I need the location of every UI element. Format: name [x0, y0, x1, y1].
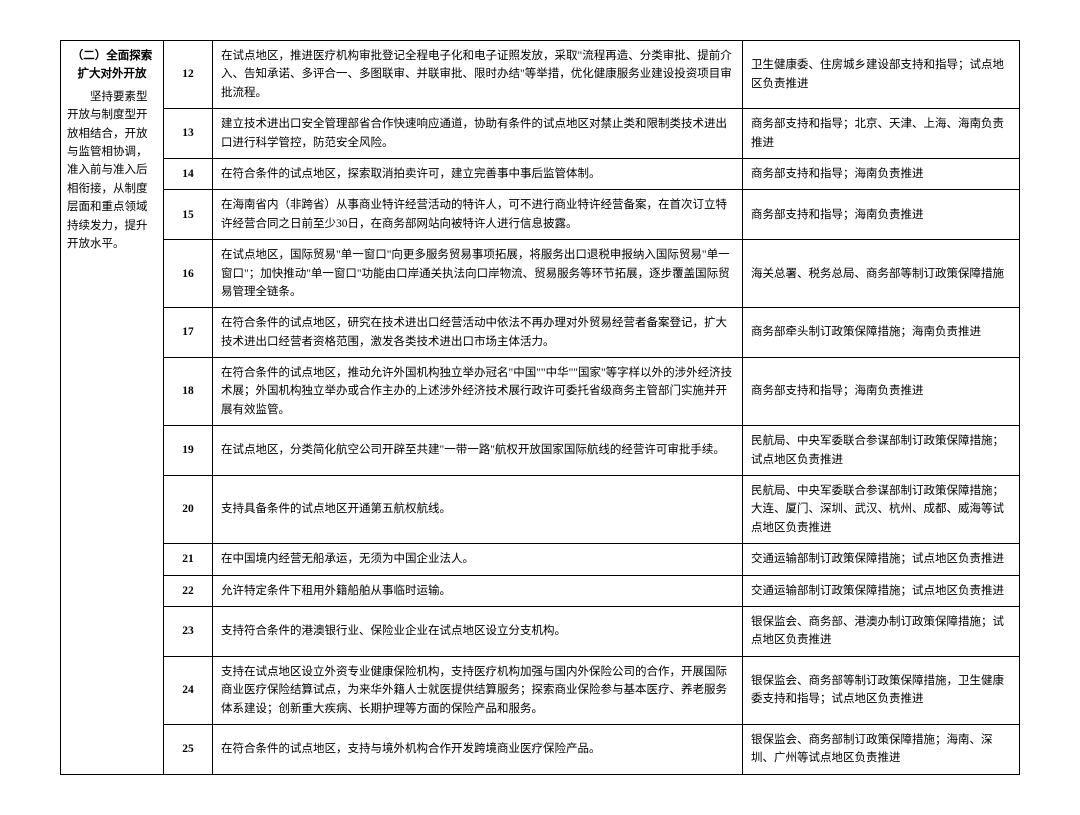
- row-content: 建立技术进出口安全管理部省合作快速响应通道，协助有条件的试点地区对禁止类和限制类…: [213, 109, 743, 159]
- row-content: 在试点地区，国际贸易"单一窗口"向更多服务贸易事项拓展，将服务出口退税申报纳入国…: [213, 240, 743, 308]
- section-title: （二）全面探索扩大对外开放: [67, 47, 157, 84]
- row-department: 银保监会、商务部制订政策保障措施；海南、深圳、广州等试点地区负责推进: [743, 724, 1020, 774]
- row-department: 民航局、中央军委联合参谋部制订政策保障措施；大连、厦门、深圳、武汉、杭州、成都、…: [743, 476, 1020, 544]
- row-content: 在海南省内（非跨省）从事商业特许经营活动的特许人，可不进行商业特许经营备案，在首…: [213, 190, 743, 240]
- row-number: 21: [164, 544, 213, 575]
- row-number: 20: [164, 476, 213, 544]
- row-department: 银保监会、商务部、港澳办制订政策保障措施；试点地区负责推进: [743, 606, 1020, 656]
- row-content: 在试点地区，分类简化航空公司开辟至共建"一带一路"航权开放国家国际航线的经营许可…: [213, 426, 743, 476]
- row-number: 17: [164, 308, 213, 358]
- row-number: 13: [164, 109, 213, 159]
- row-number: 16: [164, 240, 213, 308]
- row-content: 在符合条件的试点地区，支持与境外机构合作开发跨境商业医疗保险产品。: [213, 724, 743, 774]
- row-content: 在试点地区，推进医疗机构审批登记全程电子化和电子证照发放，采取"流程再造、分类审…: [213, 41, 743, 109]
- row-number: 15: [164, 190, 213, 240]
- row-department: 商务部支持和指导；海南负责推进: [743, 190, 1020, 240]
- row-content: 在符合条件的试点地区，探索取消拍卖许可，建立完善事中事后监管体制。: [213, 158, 743, 189]
- row-department: 商务部支持和指导；北京、天津、上海、海南负责推进: [743, 109, 1020, 159]
- row-number: 18: [164, 358, 213, 426]
- row-department: 银保监会、商务部等制订政策保障措施，卫生健康委支持和指导；试点地区负责推进: [743, 656, 1020, 724]
- row-number: 12: [164, 41, 213, 109]
- row-department: 商务部支持和指导；海南负责推进: [743, 358, 1020, 426]
- policy-table: （二）全面探索扩大对外开放坚持要素型开放与制度型开放相结合，开放与监管相协调，准…: [60, 40, 1020, 775]
- row-content: 在符合条件的试点地区，推动允许外国机构独立举办冠名"中国""中华""国家"等字样…: [213, 358, 743, 426]
- row-number: 19: [164, 426, 213, 476]
- row-number: 14: [164, 158, 213, 189]
- row-department: 交通运输部制订政策保障措施；试点地区负责推进: [743, 575, 1020, 606]
- row-department: 海关总署、税务总局、商务部等制订政策保障措施: [743, 240, 1020, 308]
- row-department: 商务部牵头制订政策保障措施；海南负责推进: [743, 308, 1020, 358]
- section-body: 坚持要素型开放与制度型开放相结合，开放与监管相协调，准入前与准入后相衔接，从制度…: [67, 88, 157, 254]
- section-cell: （二）全面探索扩大对外开放坚持要素型开放与制度型开放相结合，开放与监管相协调，准…: [61, 41, 164, 775]
- row-number: 24: [164, 656, 213, 724]
- row-content: 支持符合条件的港澳银行业、保险业企业在试点地区设立分支机构。: [213, 606, 743, 656]
- row-number: 23: [164, 606, 213, 656]
- row-department: 卫生健康委、住房城乡建设部支持和指导；试点地区负责推进: [743, 41, 1020, 109]
- row-department: 民航局、中央军委联合参谋部制订政策保障措施；试点地区负责推进: [743, 426, 1020, 476]
- row-number: 22: [164, 575, 213, 606]
- row-content: 支持在试点地区设立外资专业健康保险机构，支持医疗机构加强与国内外保险公司的合作，…: [213, 656, 743, 724]
- row-department: 商务部支持和指导；海南负责推进: [743, 158, 1020, 189]
- row-content: 在中国境内经营无船承运，无须为中国企业法人。: [213, 544, 743, 575]
- row-number: 25: [164, 724, 213, 774]
- row-department: 交通运输部制订政策保障措施；试点地区负责推进: [743, 544, 1020, 575]
- row-content: 支持具备条件的试点地区开通第五航权航线。: [213, 476, 743, 544]
- row-content: 允许特定条件下租用外籍船舶从事临时运输。: [213, 575, 743, 606]
- row-content: 在符合条件的试点地区，研究在技术进出口经营活动中依法不再办理对外贸易经营者备案登…: [213, 308, 743, 358]
